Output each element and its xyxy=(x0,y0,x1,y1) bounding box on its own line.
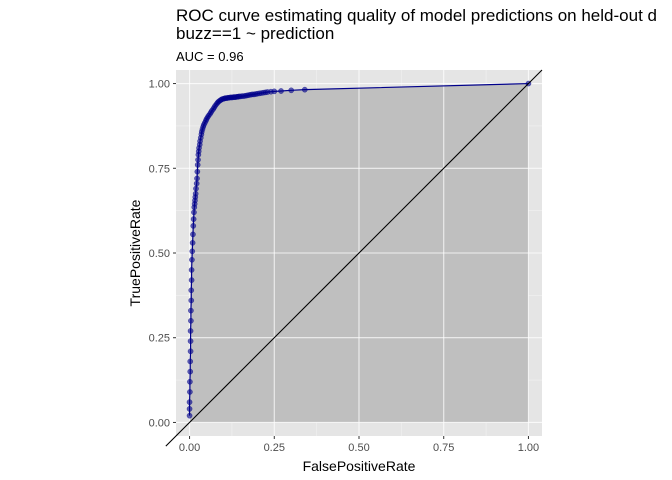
roc-point xyxy=(278,88,284,94)
roc-point xyxy=(189,239,196,246)
roc-point xyxy=(187,368,194,375)
roc-point xyxy=(288,87,295,94)
roc-point xyxy=(188,267,195,273)
roc-point xyxy=(194,168,201,175)
roc-point xyxy=(190,216,197,222)
x-tick-label: 0.75 xyxy=(433,442,454,454)
roc-point xyxy=(187,389,193,395)
x-tick-label: 0.50 xyxy=(348,442,369,454)
roc-point xyxy=(188,307,194,314)
y-tick-label: 0.50 xyxy=(149,248,170,260)
roc-point xyxy=(187,338,194,344)
roc-point xyxy=(271,88,278,95)
roc-point xyxy=(191,209,197,216)
x-axis-ticks: 0.00 0.25 0.50 0.75 1.00 xyxy=(179,436,539,454)
roc-point xyxy=(187,358,194,365)
roc-point xyxy=(194,162,201,168)
y-axis-ticks: 0.00 0.25 0.50 0.75 1.00 xyxy=(149,79,176,429)
roc-point xyxy=(195,156,201,163)
chart-title: ROC curve estimating quality of model pr… xyxy=(176,6,657,25)
roc-point xyxy=(188,297,195,304)
roc-point xyxy=(186,412,193,419)
x-tick-label: 0.25 xyxy=(264,442,285,454)
roc-point xyxy=(194,175,200,182)
roc-point xyxy=(187,378,193,385)
chart-title-line2: buzz==1 ~ prediction xyxy=(176,24,334,43)
roc-point xyxy=(189,248,196,255)
roc-point xyxy=(188,287,195,294)
chart-subtitle: AUC = 0.96 xyxy=(176,49,244,64)
y-tick-label: 1.00 xyxy=(149,79,170,91)
roc-point xyxy=(186,406,193,412)
y-tick-label: 0.25 xyxy=(149,333,170,345)
roc-point xyxy=(186,399,193,405)
roc-point xyxy=(301,86,308,93)
y-tick-label: 0.75 xyxy=(149,163,170,175)
y-axis-title: TruePositiveRate xyxy=(127,199,143,306)
roc-point xyxy=(187,348,194,355)
diagonal-reference-line xyxy=(165,69,543,447)
roc-point xyxy=(190,223,197,229)
roc-point xyxy=(193,185,199,192)
roc-point xyxy=(189,256,195,263)
roc-point xyxy=(188,277,195,283)
x-axis-title: FalsePositiveRate xyxy=(303,458,416,474)
x-tick-label: 0.00 xyxy=(179,442,200,454)
roc-point xyxy=(187,328,194,334)
roc-points xyxy=(186,80,532,419)
roc-point xyxy=(188,317,194,324)
roc-point xyxy=(192,190,199,197)
x-tick-label: 1.00 xyxy=(518,442,539,454)
roc-point xyxy=(193,180,200,187)
y-tick-label: 0.00 xyxy=(149,417,170,429)
roc-point xyxy=(190,231,196,238)
